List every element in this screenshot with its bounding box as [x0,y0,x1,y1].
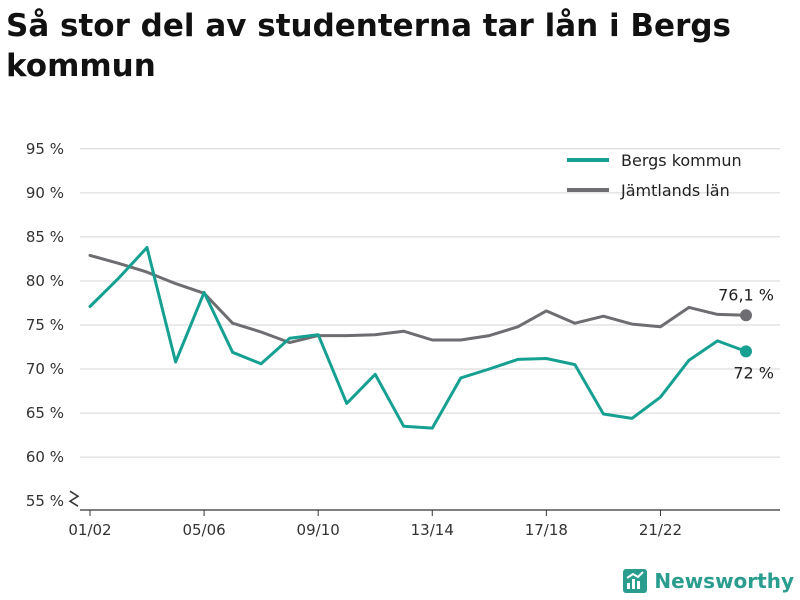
legend: Bergs kommun Jämtlands län [567,151,742,200]
end-markers: 76,1 % 72 % [718,285,774,382]
y-tick-label: 60 % [26,448,64,466]
y-tick-label: 90 % [26,184,64,202]
x-tick-label: 21/22 [639,521,682,539]
newsworthy-brand: Newsworthy [622,568,794,594]
x-tick-label: 05/06 [182,521,225,539]
x-tick-label: 13/14 [411,521,454,539]
y-tick-label: 75 % [26,316,64,334]
y-tick-label: 80 % [26,272,64,290]
end-point-marker [740,309,752,322]
end-value-label: 72 % [733,363,774,382]
series-line-bergs-kommun [88,246,748,430]
y-axis-ticks: 55 % 60 % 65 % 70 % 75 % 80 % 85 % 90 % 95 % [26,140,80,510]
x-tick-label: 17/18 [525,521,568,539]
brand-name: Newsworthy [654,569,794,593]
legend-label: Jämtlands län [620,181,730,200]
chart-title: Så stor del av studenterna tar lån i Ber… [6,8,732,84]
y-tick-label: 65 % [26,404,64,422]
y-tick-label: 95 % [26,140,64,158]
end-point-marker [740,345,752,358]
y-tick-label: 55 % [26,492,64,510]
x-tick-label: 01/02 [68,521,111,539]
end-value-label: 76,1 % [718,285,774,304]
x-axis: 01/02 05/06 09/10 13/14 17/18 21/22 [68,509,780,539]
newsworthy-logo-icon [623,569,648,593]
series-line-jamtlands-lan [88,253,748,345]
x-tick-label: 09/10 [297,521,340,539]
y-tick-label: 70 % [26,360,64,378]
y-tick-label: 85 % [26,228,64,246]
axis-break-icon [68,490,80,507]
legend-label: Bergs kommun [621,151,742,170]
series-lines [88,246,748,430]
